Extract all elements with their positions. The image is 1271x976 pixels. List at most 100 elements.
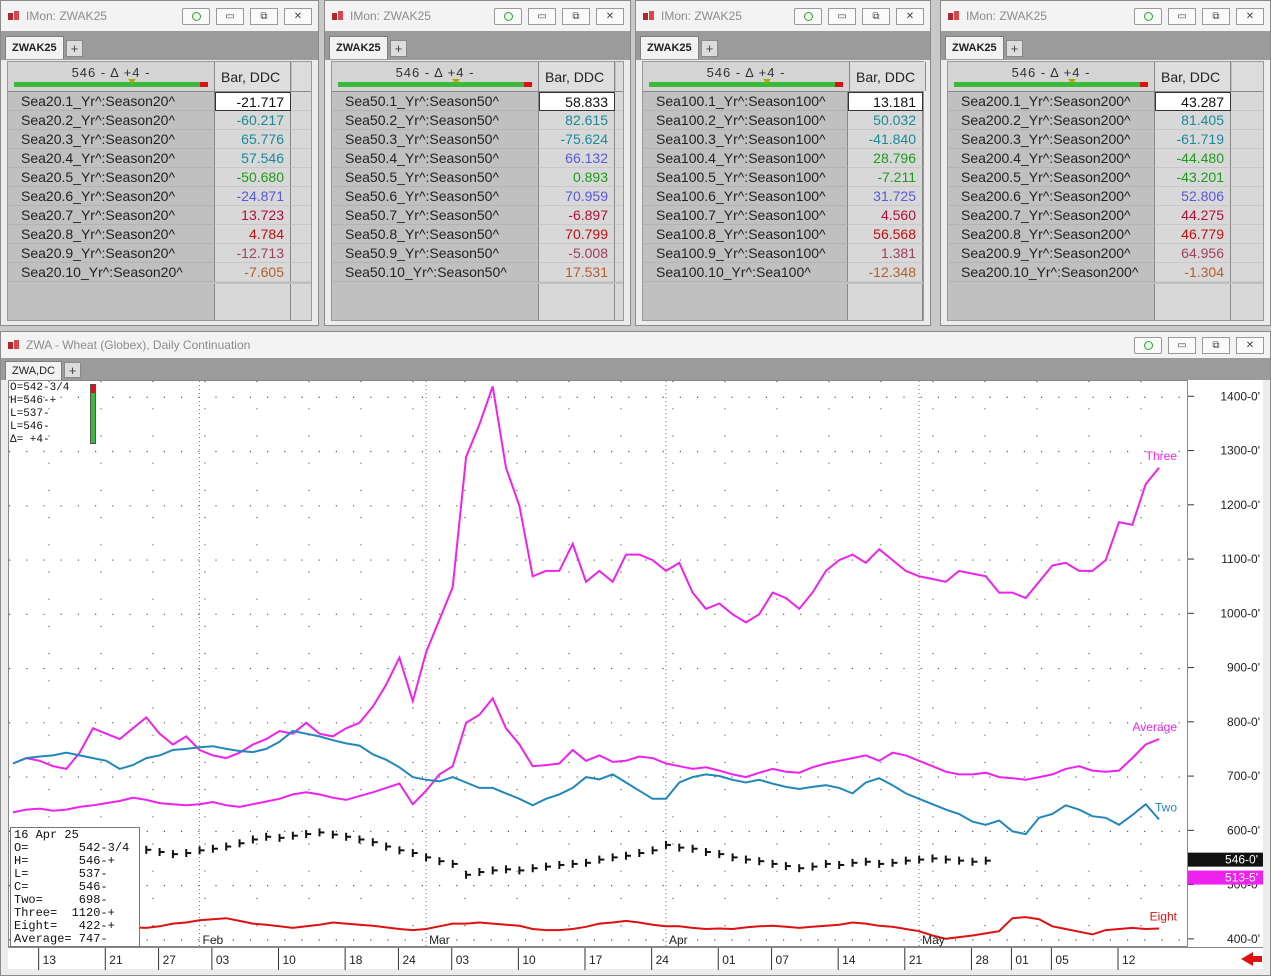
- row-value[interactable]: 81.405: [1155, 111, 1231, 130]
- maximize-button[interactable]: ⧉: [1202, 336, 1230, 354]
- maximize-button[interactable]: ⧉: [562, 7, 590, 25]
- table-row[interactable]: Sea200.4_Yr^:Season200^ -44.480: [948, 149, 1263, 168]
- minimize-button[interactable]: ▭: [528, 7, 556, 25]
- row-value[interactable]: -24.871: [215, 187, 291, 206]
- monitor-titlebar[interactable]: IMon: ZWAK25 ▭ ⧉ ✕: [941, 1, 1270, 31]
- link-icon[interactable]: [1134, 7, 1162, 25]
- row-value[interactable]: 0.893: [539, 168, 615, 187]
- row-value[interactable]: -5.008: [539, 244, 615, 263]
- minimize-button[interactable]: ▭: [216, 7, 244, 25]
- row-value[interactable]: -50.680: [215, 168, 291, 187]
- chart-titlebar[interactable]: ZWA - Wheat (Globex), Daily Continuation…: [1, 332, 1270, 358]
- row-value[interactable]: -1.304: [1155, 263, 1231, 282]
- row-value[interactable]: 52.806: [1155, 187, 1231, 206]
- row-value[interactable]: 4.784: [215, 225, 291, 244]
- table-row[interactable]: Sea100.3_Yr^:Season100^ -41.840: [643, 130, 923, 149]
- row-value[interactable]: 46.779: [1155, 225, 1231, 244]
- close-button[interactable]: ✕: [1236, 336, 1264, 354]
- table-row[interactable]: Sea100.1_Yr^:Season100^ 13.181: [643, 92, 923, 111]
- table-row[interactable]: Sea100.5_Yr^:Season100^ -7.211: [643, 168, 923, 187]
- table-row[interactable]: Sea100.6_Yr^:Season100^ 31.725: [643, 187, 923, 206]
- row-value[interactable]: 82.615: [539, 111, 615, 130]
- row-value[interactable]: -60.217: [215, 111, 291, 130]
- row-value[interactable]: -41.840: [847, 130, 923, 149]
- link-icon[interactable]: [182, 7, 210, 25]
- y-axis[interactable]: 1400-0' 1300-0' 1200-0' 1100-0' 1000-0' 900-0…: [1188, 380, 1263, 947]
- row-value[interactable]: 50.032: [847, 111, 923, 130]
- row-value[interactable]: -12.713: [215, 244, 291, 263]
- table-row[interactable]: Sea200.2_Yr^:Season200^ 81.405: [948, 111, 1263, 130]
- table-row[interactable]: Sea50.5_Yr^:Season50^ 0.893: [332, 168, 623, 187]
- add-tab-button[interactable]: +: [66, 40, 83, 57]
- row-value[interactable]: 70.799: [539, 225, 615, 244]
- table-row[interactable]: Sea100.9_Yr^:Season100^ 1.381: [643, 244, 923, 263]
- link-icon[interactable]: [794, 7, 822, 25]
- table-row[interactable]: Sea50.7_Yr^:Season50^ -6.897: [332, 206, 623, 225]
- link-icon[interactable]: [494, 7, 522, 25]
- close-button[interactable]: ✕: [1236, 7, 1264, 25]
- table-row[interactable]: Sea20.5_Yr^:Season20^ -50.680: [8, 168, 311, 187]
- tab-zwak25[interactable]: ZWAK25: [640, 36, 699, 59]
- minimize-button[interactable]: ▭: [1168, 336, 1196, 354]
- table-row[interactable]: Sea50.1_Yr^:Season50^ 58.833: [332, 92, 623, 111]
- row-value[interactable]: 43.287: [1155, 92, 1231, 111]
- table-row[interactable]: Sea200.1_Yr^:Season200^ 43.287: [948, 92, 1263, 111]
- column-header[interactable]: Bar, DDC: [215, 62, 291, 91]
- row-value[interactable]: 4.560: [847, 206, 923, 225]
- scroll-left-arrow-icon[interactable]: [1241, 952, 1262, 966]
- table-row[interactable]: Sea50.8_Yr^:Season50^ 70.799: [332, 225, 623, 244]
- row-value[interactable]: 13.181: [847, 92, 923, 111]
- tab-zwak25[interactable]: ZWAK25: [5, 36, 64, 59]
- add-tab-button[interactable]: +: [390, 40, 407, 57]
- table-row[interactable]: Sea200.5_Yr^:Season200^ -43.201: [948, 168, 1263, 187]
- maximize-button[interactable]: ⧉: [250, 7, 278, 25]
- row-value[interactable]: 64.956: [1155, 244, 1231, 263]
- add-tab-button[interactable]: +: [1006, 40, 1023, 57]
- table-row[interactable]: Sea50.2_Yr^:Season50^ 82.615: [332, 111, 623, 130]
- row-value[interactable]: 57.546: [215, 149, 291, 168]
- row-value[interactable]: 1.381: [847, 244, 923, 263]
- row-value[interactable]: 70.959: [539, 187, 615, 206]
- table-row[interactable]: Sea100.8_Yr^:Season100^ 56.568: [643, 225, 923, 244]
- table-row[interactable]: Sea20.6_Yr^:Season20^ -24.871: [8, 187, 311, 206]
- minimize-button[interactable]: ▭: [1168, 7, 1196, 25]
- close-button[interactable]: ✕: [896, 7, 924, 25]
- table-row[interactable]: Sea20.9_Yr^:Season20^ -12.713: [8, 244, 311, 263]
- row-value[interactable]: -75.624: [539, 130, 615, 149]
- row-value[interactable]: -44.480: [1155, 149, 1231, 168]
- column-header[interactable]: Bar, DDC: [1155, 62, 1231, 91]
- table-row[interactable]: Sea50.10_Yr^:Season50^ 17.531: [332, 263, 623, 282]
- maximize-button[interactable]: ⧉: [862, 7, 890, 25]
- row-value[interactable]: 65.776: [215, 130, 291, 149]
- plot-area[interactable]: Three Average Two Eight Feb Mar Apr May: [8, 380, 1189, 948]
- tab-zwak25[interactable]: ZWAK25: [945, 36, 1004, 59]
- row-value[interactable]: -6.897: [539, 206, 615, 225]
- row-value[interactable]: -12.348: [847, 263, 923, 282]
- add-tab-button[interactable]: +: [701, 40, 718, 57]
- table-row[interactable]: Sea50.9_Yr^:Season50^ -5.008: [332, 244, 623, 263]
- tab-zwak25[interactable]: ZWAK25: [329, 36, 388, 59]
- close-button[interactable]: ✕: [284, 7, 312, 25]
- add-tab-button[interactable]: +: [64, 362, 81, 378]
- row-value[interactable]: -7.605: [215, 263, 291, 282]
- close-button[interactable]: ✕: [596, 7, 624, 25]
- row-value[interactable]: 17.531: [539, 263, 615, 282]
- table-row[interactable]: Sea200.7_Yr^:Season200^ 44.275: [948, 206, 1263, 225]
- monitor-titlebar[interactable]: IMon: ZWAK25 ▭ ⧉ ✕: [1, 1, 318, 31]
- table-row[interactable]: Sea50.3_Yr^:Season50^ -75.624: [332, 130, 623, 149]
- row-value[interactable]: 44.275: [1155, 206, 1231, 225]
- table-row[interactable]: Sea100.2_Yr^:Season100^ 50.032: [643, 111, 923, 130]
- row-value[interactable]: 58.833: [539, 92, 615, 111]
- table-row[interactable]: Sea20.8_Yr^:Season20^ 4.784: [8, 225, 311, 244]
- maximize-button[interactable]: ⧉: [1202, 7, 1230, 25]
- row-value[interactable]: 66.132: [539, 149, 615, 168]
- row-value[interactable]: 28.796: [847, 149, 923, 168]
- table-row[interactable]: Sea20.10_Yr^:Season20^ -7.605: [8, 263, 311, 282]
- row-value[interactable]: 56.568: [847, 225, 923, 244]
- table-row[interactable]: Sea20.2_Yr^:Season20^ -60.217: [8, 111, 311, 130]
- row-value[interactable]: -61.719: [1155, 130, 1231, 149]
- table-row[interactable]: Sea20.1_Yr^:Season20^ -21.717: [8, 92, 311, 111]
- table-row[interactable]: Sea200.8_Yr^:Season200^ 46.779: [948, 225, 1263, 244]
- table-row[interactable]: Sea100.10_Yr^:Sea100^ -12.348: [643, 263, 923, 282]
- table-row[interactable]: Sea20.3_Yr^:Season20^ 65.776: [8, 130, 311, 149]
